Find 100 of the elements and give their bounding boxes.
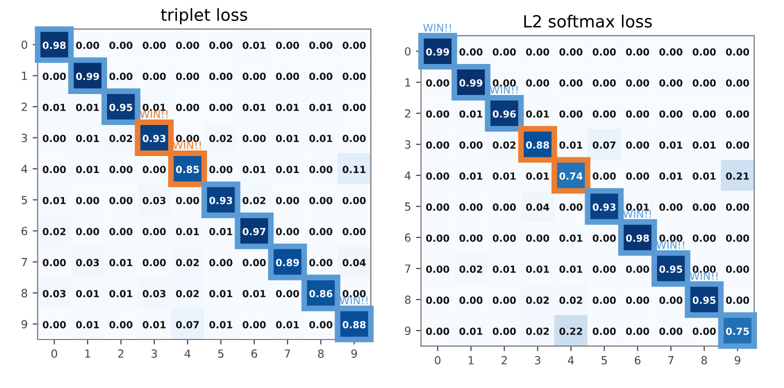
data-label: 0.00 [342, 42, 366, 49]
data-label: 0.11 [342, 166, 366, 174]
data-label: 0.95 [109, 104, 132, 112]
y-tick-label: 7 [405, 264, 410, 273]
data-label: 0.00 [176, 196, 200, 204]
data-label: 0.01 [626, 203, 649, 211]
x-tick-label: 3 [534, 356, 540, 364]
data-label: 0.01 [242, 42, 266, 49]
data-label: 0.01 [526, 110, 549, 118]
data-label: 0.00 [492, 79, 516, 87]
data-label: 0.00 [726, 266, 750, 273]
data-label: 0.74 [559, 172, 582, 180]
y-tick-label: 5 [405, 202, 410, 211]
data-label: 0.01 [459, 172, 482, 180]
data-label: 0.01 [76, 104, 99, 112]
data-label: 0.00 [426, 328, 450, 335]
y-tick-label: 3 [405, 140, 410, 149]
data-label: 0.00 [76, 228, 100, 236]
data-label: 0.02 [526, 328, 549, 335]
data-label: 0.00 [276, 42, 300, 49]
data-label: 0.03 [142, 290, 166, 298]
x-tick-label: 7 [668, 356, 674, 364]
data-label: 0.00 [692, 328, 716, 335]
data-label: 0.07 [176, 321, 199, 328]
data-label: 0.00 [459, 141, 483, 149]
data-label: 0.00 [659, 328, 682, 335]
annotation: WIN!! [173, 141, 201, 150]
data-label: 0.00 [492, 328, 516, 335]
data-label: 0.01 [276, 134, 299, 142]
data-label: 0.00 [209, 72, 232, 80]
data-label: 0.00 [492, 203, 516, 211]
data-label: 0.00 [242, 258, 266, 266]
data-label: 0.00 [592, 328, 616, 335]
data-label: 0.00 [426, 203, 450, 211]
y-tick-label: 3 [22, 134, 28, 142]
annotation: WIN!! [656, 241, 684, 249]
data-label: 0.00 [492, 234, 516, 242]
data-label: 0.00 [309, 321, 332, 328]
data-label: 0.01 [209, 321, 232, 328]
data-label: 0.01 [459, 328, 482, 335]
data-label: 0.00 [726, 141, 750, 149]
data-label: 0.01 [526, 266, 549, 273]
data-label: 0.00 [592, 48, 616, 56]
x-tick-label: 5 [218, 350, 224, 358]
data-label: 0.01 [309, 104, 332, 112]
data-label: 0.03 [42, 290, 66, 298]
data-label: 0.00 [692, 79, 716, 87]
y-tick-label: 1 [405, 78, 410, 86]
data-label: 0.00 [592, 172, 616, 180]
data-label: 0.88 [342, 321, 366, 328]
chart-title: L2 softmax loss [524, 14, 652, 28]
data-label: 0.00 [42, 134, 66, 142]
data-label: 0.00 [342, 196, 366, 204]
data-label: 0.00 [626, 79, 650, 87]
data-label: 0.01 [76, 321, 99, 328]
data-label: 0.00 [559, 48, 582, 56]
data-label: 0.02 [242, 196, 266, 204]
x-tick-label: 4 [568, 356, 574, 364]
data-label: 0.00 [342, 290, 366, 298]
data-label: 0.00 [426, 172, 450, 180]
data-label: 0.01 [176, 228, 199, 236]
data-label: 0.02 [176, 258, 199, 266]
data-label: 0.00 [276, 290, 300, 298]
data-label: 0.04 [526, 203, 550, 211]
data-label: 0.01 [209, 228, 232, 236]
data-label: 0.00 [276, 228, 300, 236]
data-label: 0.01 [492, 172, 516, 180]
data-label: 0.00 [526, 234, 550, 242]
data-label: 0.00 [659, 234, 682, 242]
data-label: 0.00 [426, 79, 450, 87]
data-label: 0.00 [459, 234, 483, 242]
data-label: 0.95 [692, 296, 716, 304]
x-tick-label: 8 [701, 356, 707, 364]
data-label: 0.01 [692, 172, 716, 180]
data-label: 0.00 [692, 110, 716, 118]
data-label: 0.02 [459, 266, 482, 273]
x-tick-label: 4 [184, 350, 190, 358]
data-label: 0.00 [209, 166, 232, 174]
data-label: 0.00 [459, 48, 483, 56]
data-label: 0.00 [426, 110, 450, 118]
data-label: 0.00 [492, 48, 516, 56]
data-label: 0.00 [109, 42, 132, 49]
data-label: 0.00 [309, 42, 332, 49]
x-tick-label: 3 [152, 349, 157, 358]
data-label: 0.00 [242, 321, 266, 328]
data-label: 0.01 [459, 110, 482, 118]
x-tick-label: 2 [502, 356, 507, 364]
y-tick-label: 8 [404, 296, 411, 304]
data-label: 0.99 [426, 48, 450, 56]
data-label: 0.00 [659, 296, 682, 304]
y-tick-label: 2 [405, 109, 410, 118]
data-label: 0.00 [659, 79, 682, 87]
data-label: 0.01 [242, 104, 266, 112]
data-label: 0.00 [626, 172, 650, 180]
data-label: 0.01 [242, 166, 266, 174]
data-label: 0.00 [626, 48, 650, 56]
data-label: 0.00 [142, 228, 166, 236]
data-label: 0.00 [42, 258, 66, 266]
data-label: 0.00 [592, 79, 616, 87]
data-label: 0.01 [109, 258, 132, 266]
